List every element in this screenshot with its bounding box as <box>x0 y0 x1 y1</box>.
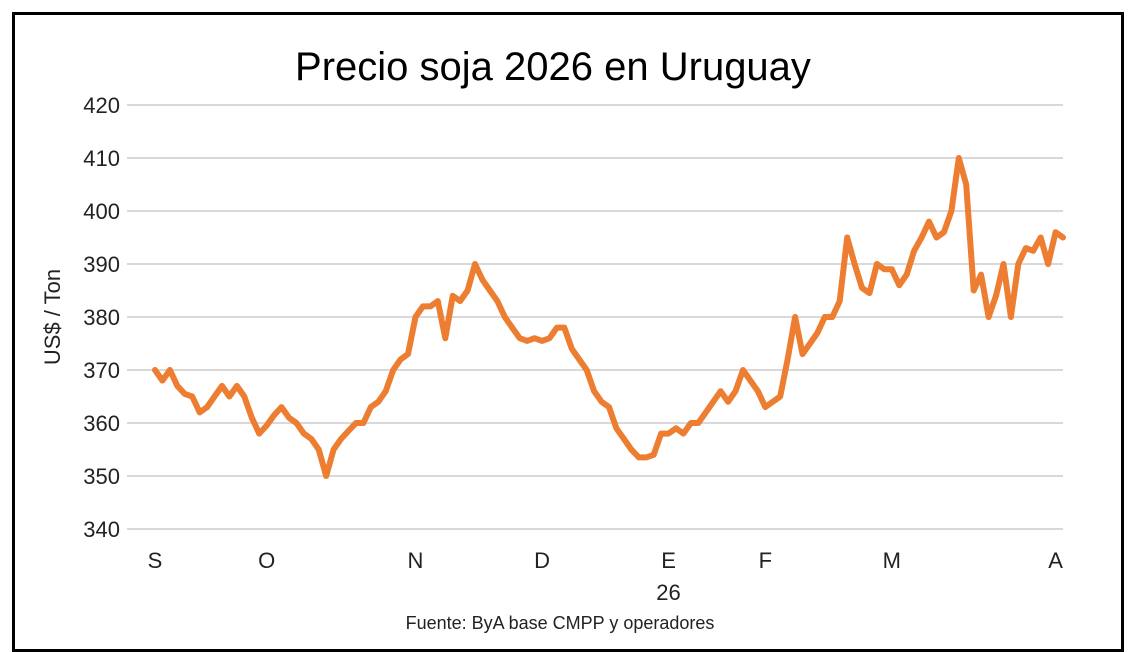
y-tick-label: 410 <box>83 146 120 171</box>
y-tick-label: 420 <box>83 93 120 118</box>
x-tick-label: E <box>661 548 676 573</box>
chart-title: Precio soja 2026 en Uruguay <box>295 45 811 89</box>
x-tick-label: F <box>759 548 772 573</box>
y-axis-title: US$ / Ton <box>40 269 65 365</box>
x-tick-label: S <box>148 548 163 573</box>
year-label: 26 <box>656 580 680 605</box>
y-tick-label: 390 <box>83 252 120 277</box>
x-tick-label: N <box>408 548 424 573</box>
y-tick-label: 360 <box>83 411 120 436</box>
source-note: Fuente: ByA base CMPP y operadores <box>406 613 715 633</box>
x-tick-label: A <box>1048 548 1063 573</box>
y-tick-label: 400 <box>83 199 120 224</box>
y-tick-label: 370 <box>83 358 120 383</box>
y-tick-label: 340 <box>83 517 120 542</box>
y-tick-label: 350 <box>83 464 120 489</box>
x-tick-label: M <box>883 548 901 573</box>
x-tick-label: O <box>258 548 275 573</box>
x-tick-label: D <box>534 548 550 573</box>
y-tick-label: 380 <box>83 305 120 330</box>
price-line <box>152 155 1066 479</box>
